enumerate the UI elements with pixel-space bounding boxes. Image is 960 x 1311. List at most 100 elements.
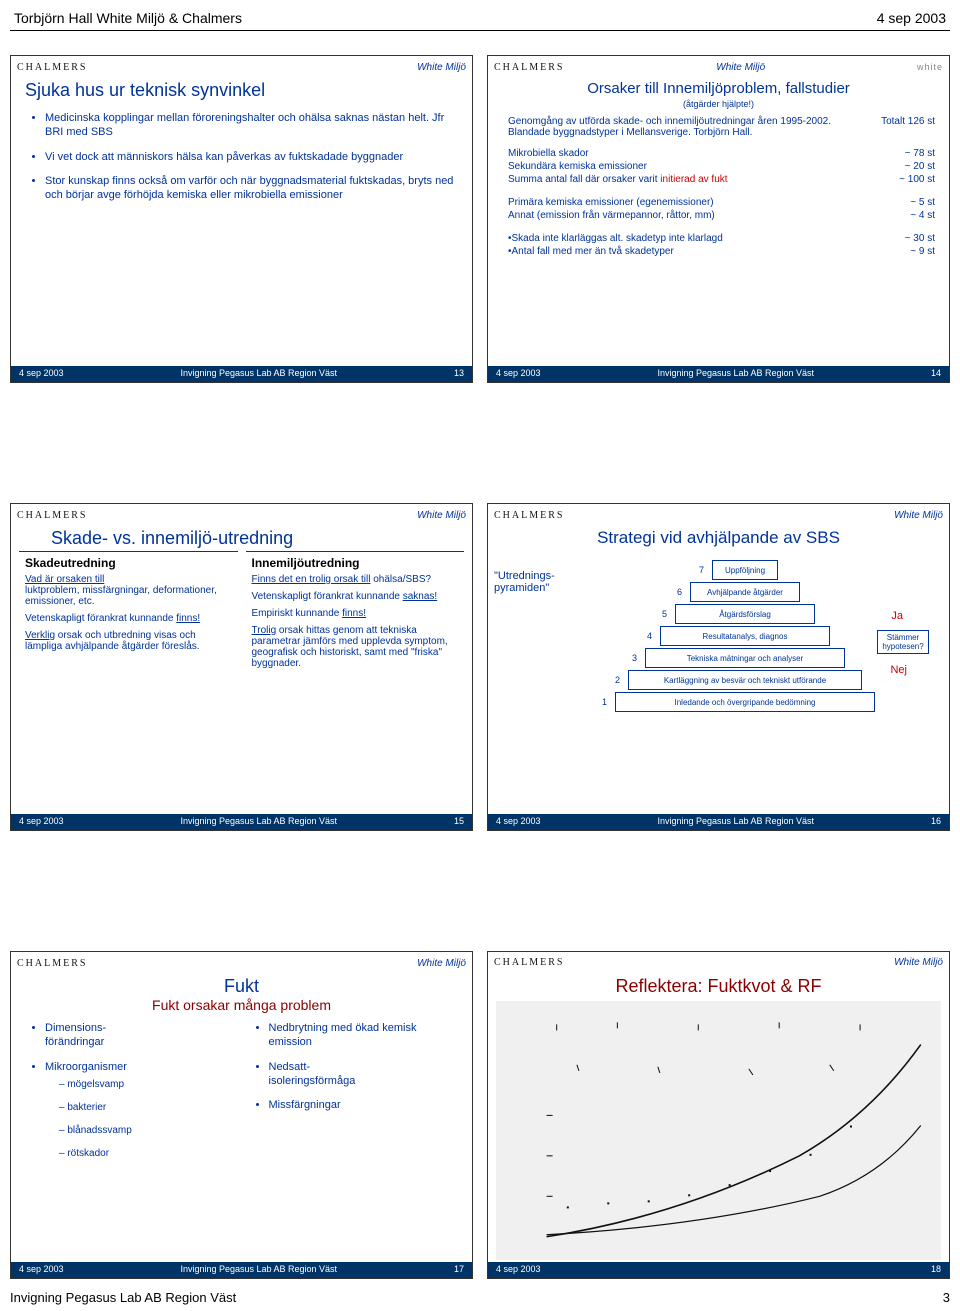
slide-17: CHALMERS White Miljö Fukt Fukt orsakar m…	[10, 951, 473, 1279]
slide-title: Reflektera: Fuktkvot & RF	[488, 972, 949, 999]
slide-title: Strategi vid avhjälpande av SBS	[488, 524, 949, 550]
slide-header: CHALMERS White Miljö	[11, 504, 472, 524]
slide-14: CHALMERS White Miljö white Orsaker till …	[487, 55, 950, 383]
page-header-left: Torbjörn Hall White Miljö & Chalmers	[14, 10, 242, 26]
chart-svg	[496, 1001, 941, 1260]
slide-18: CHALMERS White Miljö Reflektera: Fuktkvo…	[487, 951, 950, 1279]
bullet: Mikroorganismer mögelsvamp bakterier blå…	[45, 1060, 235, 1160]
page-footer-right: 3	[943, 1290, 950, 1305]
slide-subtitle: Fukt orsakar många problem	[11, 997, 472, 1013]
row-label: •Antal fall med mer än två skadetyper	[508, 246, 904, 257]
slide-13: CHALMERS White Miljö Sjuka hus ur teknis…	[10, 55, 473, 383]
slide-body: "Utrednings- pyramiden" 7Uppföljning 6Av…	[488, 550, 949, 814]
bullet: Stor kunskap finns också om varför och n…	[45, 174, 458, 203]
row-val: ~ 30 st	[899, 233, 935, 244]
slide-title: Fukt	[11, 972, 472, 997]
intro-text: Genomgång av utförda skade- och innemilj…	[508, 116, 875, 138]
row-label: •Skada inte klarläggas alt. skadetyp int…	[508, 233, 899, 244]
col-heading: Innemiljöutredning	[252, 556, 459, 570]
hypothesis-box: Stämmer hypotesen?	[877, 630, 929, 654]
slide-title: Orsaker till Innemiljöproblem, fallstudi…	[488, 76, 949, 99]
row-val: ~ 100 st	[893, 174, 935, 185]
bullet: Vi vet dock att människors hälsa kan påv…	[45, 150, 458, 164]
white-miljo-label: White Miljö	[716, 62, 765, 73]
left-bullets: Dimensions- förändringar Mikroorganismer…	[31, 1017, 235, 1170]
row-label: Mikrobiella skador	[508, 148, 899, 159]
ja-label: Ja	[891, 610, 903, 622]
slide-body: Dimensions- förändringar Mikroorganismer…	[11, 1013, 472, 1262]
slide-title: Sjuka hus ur teknisk synvinkel	[11, 76, 472, 103]
row-val: ~ 5 st	[904, 197, 935, 208]
footer-mid: Invigning Pegasus Lab AB Region Väst	[657, 368, 814, 380]
nej-label: Nej	[890, 664, 907, 676]
slide-header: CHALMERS White Miljö	[488, 952, 949, 972]
left-column: Skadeutredning Vad är orsaken tillluktpr…	[19, 551, 238, 814]
white-miljo-label: White Miljö	[894, 957, 943, 968]
white-miljo-label: White Miljö	[417, 510, 466, 521]
row-label: Annat (emission från värmepannor, råttor…	[508, 210, 904, 221]
footer-mid: Invigning Pegasus Lab AB Region Väst	[180, 816, 337, 828]
chalmers-logo: CHALMERS	[494, 510, 564, 521]
bullet: Nedsatt- isoleringsförmåga	[269, 1060, 459, 1089]
row-val: ~ 9 st	[904, 246, 935, 257]
slide-body: Medicinska kopplingar mellan förorenings…	[11, 103, 472, 366]
page-header: Torbjörn Hall White Miljö & Chalmers 4 s…	[10, 8, 950, 31]
pyramid: 7Uppföljning 6Avhjälpande åtgärder 5Åtgä…	[615, 560, 875, 760]
footer-num: 13	[454, 368, 464, 380]
footer-mid: Invigning Pegasus Lab AB Region Väst	[180, 368, 337, 380]
slide-body: Skadeutredning Vad är orsaken tillluktpr…	[11, 551, 472, 814]
footer-num: 17	[454, 1264, 464, 1276]
footer-num: 15	[454, 816, 464, 828]
slide-footer: 4 sep 2003 Invigning Pegasus Lab AB Regi…	[11, 366, 472, 382]
white-miljo-label: White Miljö	[894, 510, 943, 521]
white-miljo-label: White Miljö	[417, 958, 466, 969]
row-label: Primära kemiska emissioner (egenemission…	[508, 197, 904, 208]
slide-grid: CHALMERS White Miljö Sjuka hus ur teknis…	[10, 55, 950, 1279]
slide-subtitle: (åtgärder hjälpte!)	[488, 99, 949, 109]
chalmers-logo: CHALMERS	[17, 510, 87, 521]
chalmers-logo: CHALMERS	[17, 958, 87, 969]
bullet: Dimensions- förändringar	[45, 1021, 235, 1050]
footer-num: 14	[931, 368, 941, 380]
footer-date: 4 sep 2003	[19, 1264, 64, 1276]
slide-title: Skade- vs. innemiljö-utredning	[11, 524, 472, 551]
bullet: Medicinska kopplingar mellan förorenings…	[45, 111, 458, 140]
page-footer-left: Invigning Pegasus Lab AB Region Väst	[10, 1290, 236, 1305]
page-header-right: 4 sep 2003	[877, 10, 946, 26]
footer-num: 16	[931, 816, 941, 828]
slide-footer: 4 sep 2003 Invigning Pegasus Lab AB Regi…	[488, 814, 949, 830]
footer-date: 4 sep 2003	[496, 368, 541, 380]
slide-footer: 4 sep 2003 Invigning Pegasus Lab AB Regi…	[11, 814, 472, 830]
col-heading: Skadeutredning	[25, 556, 232, 570]
slide-footer: 4 sep 2003 Invigning Pegasus Lab AB Regi…	[488, 366, 949, 382]
page-footer: Invigning Pegasus Lab AB Region Väst 3	[10, 1290, 950, 1305]
white-miljo-label: White Miljö	[417, 62, 466, 73]
footer-num: 18	[931, 1264, 941, 1276]
footer-date: 4 sep 2003	[19, 816, 64, 828]
row-val: ~ 78 st	[899, 148, 935, 159]
footer-date: 4 sep 2003	[19, 368, 64, 380]
right-column: Innemiljöutredning Finns det en trolig o…	[246, 551, 465, 814]
bullet: Nedbrytning med ökad kemisk emission	[269, 1021, 459, 1050]
pyramid-label: "Utrednings- pyramiden"	[494, 570, 584, 594]
slide-15: CHALMERS White Miljö Skade- vs. innemilj…	[10, 503, 473, 831]
slide-header: CHALMERS White Miljö	[488, 504, 949, 524]
slide-header: CHALMERS White Miljö white	[488, 56, 949, 76]
chalmers-logo: CHALMERS	[494, 62, 564, 73]
slide-header: CHALMERS White Miljö	[11, 952, 472, 972]
row-val: ~ 4 st	[904, 210, 935, 221]
row-label: Sekundära kemiska emissioner	[508, 161, 899, 172]
right-bullets: Nedbrytning med ökad kemisk emission Ned…	[255, 1017, 459, 1170]
chalmers-logo: CHALMERS	[17, 62, 87, 73]
slide-footer: 4 sep 2003 Invigning Pegasus Lab AB Regi…	[11, 1262, 472, 1278]
slide-body: Genomgång av utförda skade- och innemilj…	[488, 109, 949, 366]
slide-header: CHALMERS White Miljö	[11, 56, 472, 76]
chart-placeholder	[496, 1001, 941, 1260]
footer-mid: Invigning Pegasus Lab AB Region Väst	[180, 1264, 337, 1276]
intro-value: Totalt 126 st	[875, 116, 935, 127]
chalmers-logo: CHALMERS	[494, 957, 564, 968]
footer-date: 4 sep 2003	[496, 816, 541, 828]
footer-date: 4 sep 2003	[496, 1264, 541, 1276]
slide-16: CHALMERS White Miljö Strategi vid avhjäl…	[487, 503, 950, 831]
footer-mid: Invigning Pegasus Lab AB Region Väst	[657, 816, 814, 828]
